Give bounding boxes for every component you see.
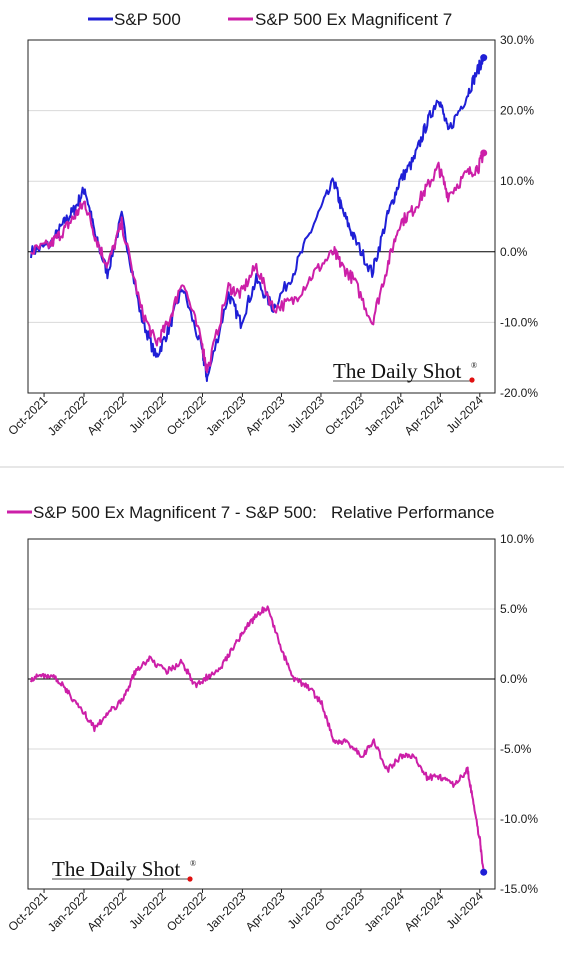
- chart-performance: 30.0% 20.0% 10.0% 0.0% -10.0% -20.0% Oct-2021…: [5, 10, 538, 439]
- y-tick-label: -10.0%: [500, 315, 538, 329]
- x-tick-label: Apr-2023: [243, 889, 288, 934]
- x-tick-label: Oct-2021: [5, 393, 50, 438]
- x-tick-label: Oct-2023: [322, 889, 367, 934]
- x-tick-label: Apr-2024: [402, 889, 447, 934]
- legend: S&P 500 Ex Magnificent 7 - S&P 500: Rela…: [7, 503, 494, 522]
- x-tick-label: Jan-2024: [362, 889, 408, 935]
- x-tick-label: Oct-2021: [5, 889, 50, 934]
- watermark: The Daily Shot ®: [333, 359, 477, 383]
- x-tick-label: Jan-2023: [203, 393, 249, 439]
- y-tick-label: 0.0%: [500, 245, 528, 259]
- series-line-b: [30, 152, 485, 374]
- y-tick-label: 30.0%: [500, 33, 534, 47]
- series-line-a: [30, 605, 485, 873]
- y-tick-label: -5.0%: [500, 742, 532, 756]
- x-tick-label: Jul-2024: [443, 889, 486, 932]
- x-tick-label: Jul-2022: [126, 393, 169, 436]
- y-tick-label: 5.0%: [500, 602, 528, 616]
- y-tick-label: 10.0%: [500, 532, 534, 546]
- legend-label-relative: S&P 500 Ex Magnificent 7 - S&P 500: Rela…: [33, 503, 494, 522]
- x-tick-label: Jan-2022: [45, 393, 91, 439]
- watermark-dot: [469, 377, 475, 383]
- x-tick-label: Jul-2023: [285, 393, 328, 436]
- x-tick-label: Apr-2022: [84, 889, 129, 934]
- x-tick-label: Oct-2023: [322, 393, 367, 438]
- legend-label-ex-mag7: S&P 500 Ex Magnificent 7: [255, 10, 452, 29]
- y-tick-label: -10.0%: [500, 812, 538, 826]
- x-tick-label: Jul-2022: [126, 889, 169, 932]
- x-tick-label: Oct-2022: [164, 889, 209, 934]
- x-tick-label: Jan-2024: [362, 393, 408, 439]
- y-tick-label: 20.0%: [500, 104, 534, 118]
- x-tick-label: Jan-2022: [45, 889, 91, 935]
- series-end-marker: [480, 868, 488, 876]
- legend-label-sp500: S&P 500: [114, 10, 181, 29]
- x-tick-label: Jul-2024: [443, 393, 486, 436]
- x-tick-label: Apr-2024: [402, 393, 447, 438]
- x-tick-label: Apr-2022: [84, 393, 129, 438]
- watermark-registered: ®: [190, 859, 196, 868]
- y-tick-label: 0.0%: [500, 672, 528, 686]
- watermark-text: The Daily Shot: [52, 857, 180, 881]
- y-tick-label: -15.0%: [500, 882, 538, 896]
- watermark-dot: [187, 876, 193, 882]
- watermark-registered: ®: [471, 361, 477, 370]
- watermark: The Daily Shot ®: [52, 857, 196, 882]
- x-tick-label: Oct-2022: [164, 393, 209, 438]
- y-tick-label: 10.0%: [500, 174, 534, 188]
- series-line-a: [30, 54, 485, 382]
- watermark-text: The Daily Shot: [333, 359, 461, 383]
- plot-frame: [27, 538, 496, 890]
- series-end-marker: [480, 54, 488, 62]
- x-tick-label: Apr-2023: [243, 393, 288, 438]
- legend: S&P 500 S&P 500 Ex Magnificent 7: [88, 10, 452, 29]
- chart-relative-performance: 10.0%5.0%0.0%-5.0%-10.0%-15.0% Oct-2021J…: [5, 503, 538, 935]
- plot-frame: [27, 39, 496, 394]
- series-end-marker: [480, 149, 488, 157]
- x-tick-label: Jul-2023: [285, 889, 328, 932]
- y-tick-label: -20.0%: [500, 386, 538, 400]
- x-tick-label: Jan-2023: [203, 889, 249, 935]
